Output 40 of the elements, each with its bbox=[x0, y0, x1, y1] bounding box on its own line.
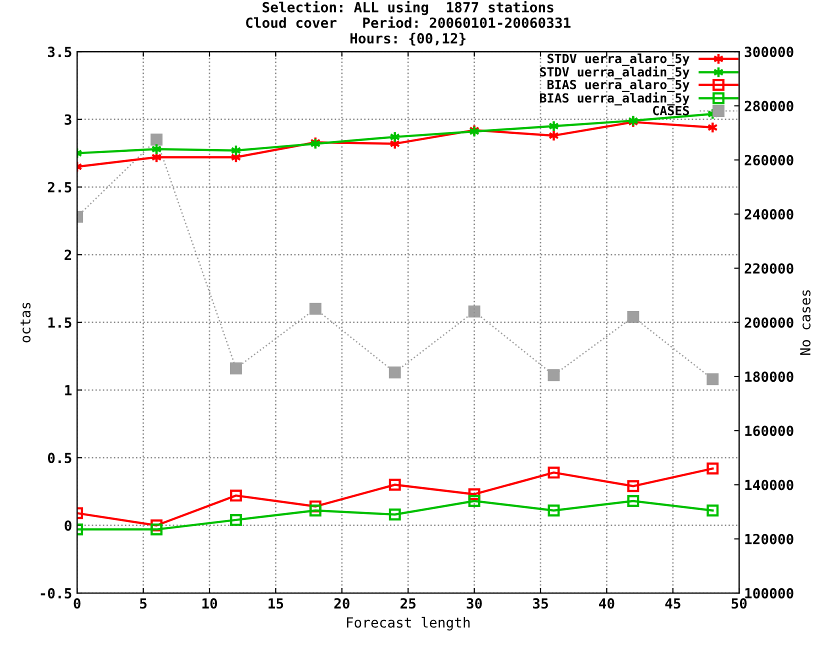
y-tick-label: 1.5 bbox=[48, 318, 72, 328]
y-tick-label: 1 bbox=[65, 385, 72, 396]
legend-label: BIAS uerra_alaro_5y bbox=[548, 80, 690, 92]
y2-tick-label: 300000 bbox=[744, 46, 794, 58]
y2-tick-label: 100000 bbox=[745, 588, 794, 598]
y2-axis-title: No cases bbox=[800, 290, 811, 355]
x-tick-label: 40 bbox=[599, 598, 614, 609]
y-tick-label: 3 bbox=[64, 114, 72, 125]
x-tick-label: 50 bbox=[732, 598, 747, 609]
y-tick-label: 0 bbox=[64, 520, 72, 531]
x-tick-label: 45 bbox=[665, 598, 680, 609]
x-tick-label: 15 bbox=[268, 598, 284, 609]
chart-title: Selection: ALL using 1877 stations Cloud cover Period: 20060101-20060331 Hours: {00,12} bbox=[246, 0, 570, 46]
x-axis-title: Forecast length bbox=[346, 616, 470, 630]
y2-tick-label: 200000 bbox=[744, 317, 794, 328]
y2-tick-label: 160000 bbox=[745, 426, 794, 436]
y2-tick-label: 260000 bbox=[744, 154, 794, 166]
x-tick-label: 0 bbox=[74, 598, 80, 609]
y-tick-label: -0.5 bbox=[40, 588, 72, 598]
y-tick-label: 0.5 bbox=[48, 452, 72, 464]
y2-tick-label: 280000 bbox=[744, 100, 794, 112]
y-tick-label: 2.5 bbox=[48, 182, 72, 192]
y2-tick-label: 180000 bbox=[745, 371, 794, 382]
x-tick-label: 5 bbox=[140, 598, 147, 609]
y-tick-label: 2 bbox=[64, 250, 72, 260]
y2-tick-label: 140000 bbox=[745, 480, 794, 490]
y-axis-title: octas bbox=[20, 302, 31, 342]
y2-tick-label: 240000 bbox=[744, 209, 794, 220]
x-tick-label: 30 bbox=[466, 598, 482, 609]
legend-label: CASES bbox=[653, 106, 689, 116]
x-tick-label: 35 bbox=[532, 598, 548, 609]
y2-tick-label: 120000 bbox=[745, 534, 794, 544]
y-tick-label: 3.5 bbox=[48, 46, 72, 58]
y2-tick-label: 220000 bbox=[744, 263, 794, 274]
legend-label: BIAS uerra_aladin_5y bbox=[540, 92, 690, 106]
x-tick-label: 20 bbox=[334, 598, 350, 609]
x-tick-label: 25 bbox=[400, 598, 416, 609]
legend-label: STDV uerra_alaro_5y bbox=[548, 54, 690, 66]
x-tick-label: 10 bbox=[202, 598, 218, 609]
legend-label: STDV uerra_aladin_5y bbox=[540, 66, 690, 80]
